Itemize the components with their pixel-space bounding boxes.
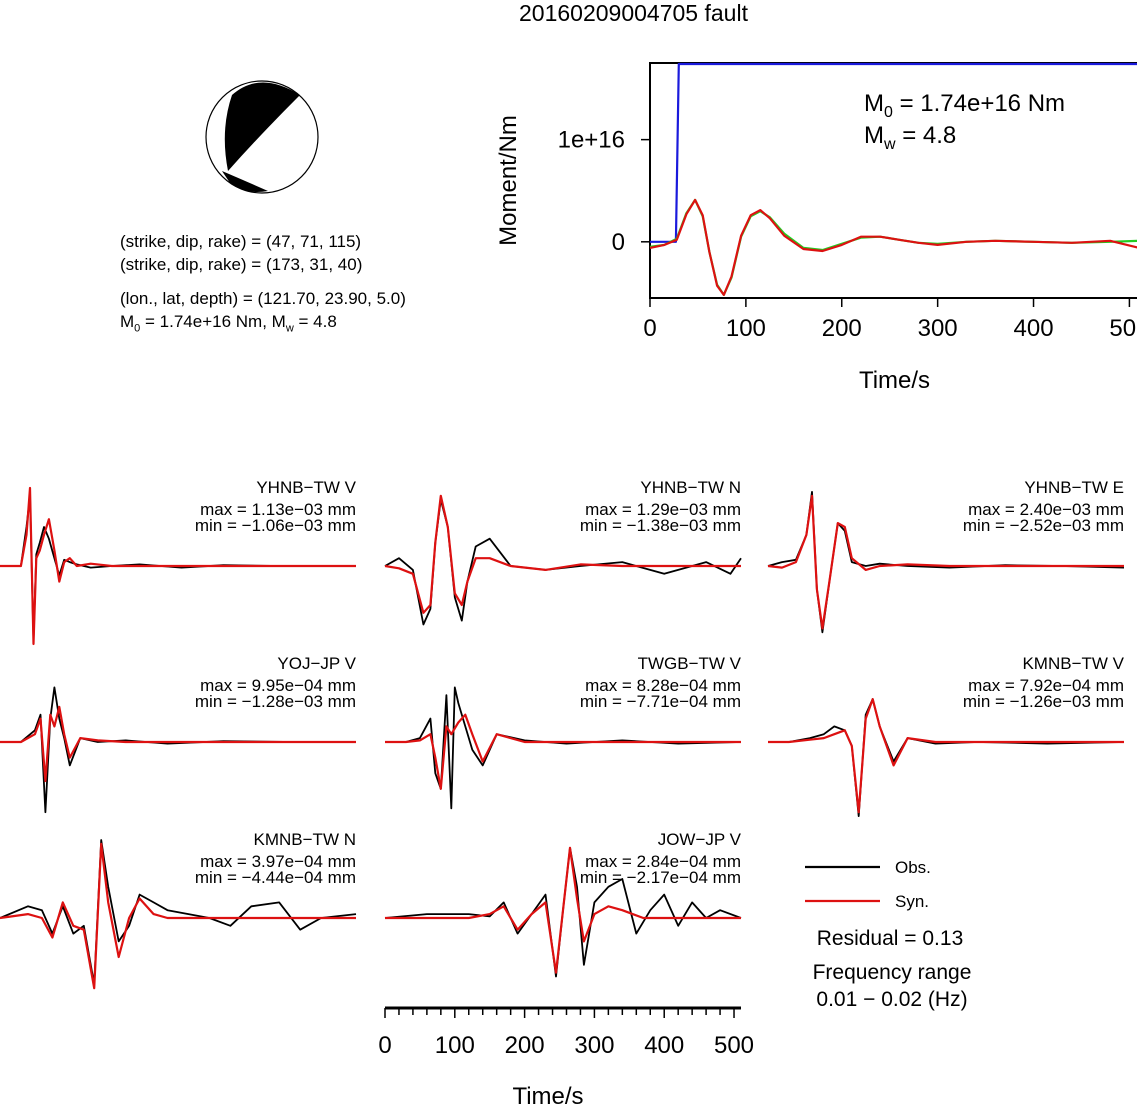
page-title: 20160209004705 fault <box>519 0 748 26</box>
syn-waveform <box>0 705 356 783</box>
residual-text: Residual = 0.13 <box>817 927 964 950</box>
frequency-title: Frequency range <box>813 961 972 984</box>
series-line <box>649 198 1137 296</box>
x-tick-label: 200 <box>822 315 862 342</box>
time-axis-tick-label: 500 <box>714 1032 754 1059</box>
nodal-plane-2: (strike, dip, rake) = (173, 31, 40) <box>120 255 363 274</box>
moment-chart: 0 100 200 300 400 500 0 1e+16 Time/s Moment/Nm M0 … <box>495 62 1137 394</box>
trace-max: max = 1.29e−03 mm <box>585 500 741 519</box>
beachball-compressional-quadrant-lower <box>222 171 268 192</box>
trace-min: min = −1.28e−03 mm <box>195 692 356 711</box>
trace-max: max = 8.28e−04 mm <box>585 676 741 695</box>
syn-waveform <box>0 486 356 646</box>
trace-station: YHNB−TW V <box>256 478 356 497</box>
trace-station: JOW−JP V <box>658 830 742 849</box>
y-tick-label: 1e+16 <box>558 127 625 154</box>
trace-max: max = 2.40e−03 mm <box>968 500 1124 519</box>
trace-station: YHNB−TW N <box>640 478 741 497</box>
x-tick-label: 400 <box>1014 315 1054 342</box>
syn-waveform <box>384 494 741 614</box>
legend-label: Syn. <box>895 892 929 911</box>
trace-max: max = 3.97e−04 mm <box>200 852 356 871</box>
annotation-mw: Mw = 4.8 <box>864 122 956 153</box>
frequency-range: 0.01 − 0.02 (Hz) <box>816 988 967 1011</box>
series-line <box>649 198 1137 296</box>
time-axis-tick-label: 100 <box>435 1032 475 1059</box>
trace-min: min = −7.71e−04 mm <box>580 692 741 711</box>
series-line <box>650 62 1137 243</box>
trace-station: TWGB−TW V <box>638 654 742 673</box>
x-axis-label: Time/s <box>859 367 930 394</box>
trace-max: max = 1.13e−03 mm <box>200 500 356 519</box>
trace-max: max = 2.84e−04 mm <box>585 852 741 871</box>
time-axis-label: Time/s <box>512 1083 583 1104</box>
annotation-m0: M0 = 1.74e+16 Nm <box>864 90 1065 121</box>
focal-mechanism <box>205 80 319 194</box>
trace-min: min = −1.06e−03 mm <box>195 516 356 535</box>
syn-waveform <box>385 713 741 790</box>
trace-min: min = −2.17e−04 mm <box>580 868 741 887</box>
syn-waveform <box>767 494 1124 630</box>
nodal-plane-1: (strike, dip, rake) = (47, 71, 115) <box>120 232 362 251</box>
x-tick-label: 100 <box>726 315 766 342</box>
beachball-compressional-quadrant <box>224 82 300 171</box>
time-axis-tick-label: 300 <box>574 1032 614 1059</box>
location-depth: (lon., lat, depth) = (121.70, 23.90, 5.0… <box>120 289 406 308</box>
trace-min: min = −2.52e−03 mm <box>963 516 1124 535</box>
time-axis-tick-label: 200 <box>505 1032 545 1059</box>
trace-station: YHNB−TW E <box>1024 478 1124 497</box>
trace-min: min = −1.38e−03 mm <box>580 516 741 535</box>
syn-waveform <box>768 698 1124 814</box>
legend-label: Obs. <box>895 858 931 877</box>
time-axis-tick-label: 0 <box>378 1032 391 1059</box>
trace-station: YOJ−JP V <box>277 654 356 673</box>
trace-min: min = −4.44e−04 mm <box>195 868 356 887</box>
y-tick-label: 0 <box>612 229 625 256</box>
trace-station: KMNB−TW N <box>254 830 356 849</box>
moment-magnitude-line: M0 = 1.74e+16 Nm, Mw = 4.8 <box>120 312 337 335</box>
y-axis-label: Moment/Nm <box>495 115 522 246</box>
trace-max: max = 9.95e−04 mm <box>200 676 356 695</box>
trace-min: min = −1.26e−03 mm <box>963 692 1124 711</box>
x-tick-label: 300 <box>918 315 958 342</box>
x-tick-label: 0 <box>643 315 656 342</box>
obs-waveform <box>768 698 1125 818</box>
time-axis-tick-label: 400 <box>644 1032 684 1059</box>
trace-max: max = 7.92e−04 mm <box>968 676 1124 695</box>
trace-station: KMNB−TW V <box>1022 654 1124 673</box>
syn-waveform <box>385 846 741 974</box>
syn-waveform <box>0 842 356 990</box>
x-tick-label: 500 <box>1109 315 1137 342</box>
